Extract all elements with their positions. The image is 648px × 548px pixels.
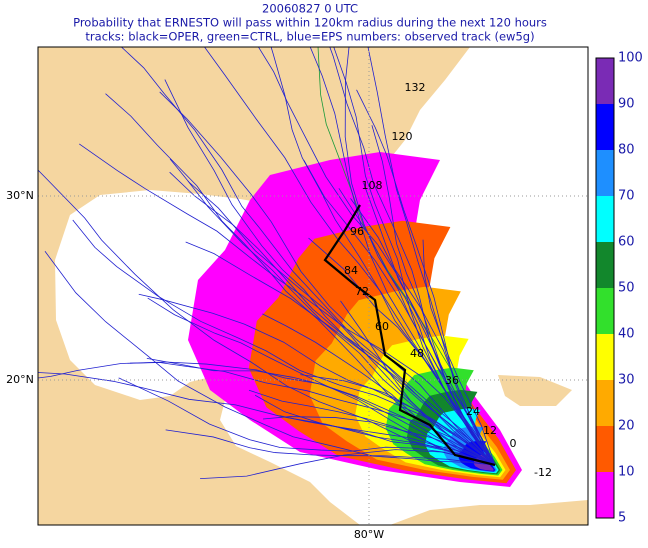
colorbar: 100 90 80 70 60 50 40 30 20 10 5 bbox=[595, 51, 643, 526]
eps-tracks bbox=[38, 47, 496, 480]
map bbox=[38, 47, 588, 525]
eps-track bbox=[38, 372, 496, 466]
colorbar-label: 70 bbox=[618, 189, 635, 204]
eps-track bbox=[38, 169, 496, 466]
track-number: 48 bbox=[410, 347, 424, 360]
track-number: 132 bbox=[405, 81, 426, 94]
colorbar-band bbox=[596, 150, 614, 196]
eps-track bbox=[257, 47, 496, 466]
eps-track bbox=[262, 416, 496, 466]
eps-track bbox=[105, 93, 496, 466]
eps-track bbox=[120, 47, 496, 466]
eps-track bbox=[165, 429, 496, 466]
oper-track bbox=[323, 204, 496, 467]
track-number: 120 bbox=[392, 130, 413, 143]
eps-track bbox=[422, 239, 496, 466]
colorbar-label: 10 bbox=[618, 465, 635, 480]
track-number: 60 bbox=[375, 320, 389, 333]
colorbar-label: 80 bbox=[618, 143, 635, 158]
colorbar-band bbox=[596, 196, 614, 242]
colorbar-band bbox=[596, 58, 614, 104]
colorbar-band bbox=[596, 104, 614, 150]
date: 20060827 0 UTC bbox=[262, 2, 358, 16]
track-number: 24 bbox=[466, 405, 480, 418]
colorbar-label: 5 bbox=[618, 511, 626, 526]
eps-track bbox=[118, 377, 496, 466]
eps-track bbox=[350, 198, 496, 466]
eps-track bbox=[164, 79, 496, 466]
track-number: 36 bbox=[445, 374, 459, 387]
eps-track bbox=[38, 362, 496, 466]
colorbar-band bbox=[596, 472, 614, 518]
colorbar-band bbox=[596, 380, 614, 426]
track-number: 108 bbox=[362, 179, 383, 192]
eps-track bbox=[329, 47, 496, 466]
hispaniola bbox=[498, 375, 572, 406]
colorbar-label: 60 bbox=[618, 235, 635, 250]
eps-track bbox=[44, 251, 496, 466]
colorbar-label: 20 bbox=[618, 419, 635, 434]
lat-label: 30°N bbox=[6, 189, 34, 202]
colorbar-band bbox=[596, 288, 614, 334]
track-number: -12 bbox=[534, 466, 552, 479]
eps-track bbox=[79, 143, 496, 466]
eps-track bbox=[169, 171, 496, 466]
eps-track bbox=[363, 182, 496, 466]
eps-track bbox=[169, 158, 496, 466]
colorbar-label: 90 bbox=[618, 97, 635, 112]
colorbar-band bbox=[596, 334, 614, 380]
track-number: 96 bbox=[350, 225, 364, 238]
eps-track bbox=[204, 47, 496, 466]
eps-track bbox=[333, 47, 496, 466]
map-frame bbox=[37, 46, 589, 526]
title: Probability that ERNESTO will pass withi… bbox=[73, 16, 547, 30]
colorbar-label: 50 bbox=[618, 281, 635, 296]
eps-track bbox=[279, 415, 496, 466]
colorbar-band bbox=[596, 242, 614, 288]
colorbar-label: 40 bbox=[618, 327, 635, 342]
track-number: 84 bbox=[344, 264, 358, 277]
eps-track bbox=[344, 47, 496, 466]
colorbar-label: 100 bbox=[618, 51, 643, 66]
lat-label: 20°N bbox=[6, 373, 34, 386]
lon-label: 80°W bbox=[354, 528, 384, 541]
eps-track bbox=[303, 160, 496, 466]
south-america bbox=[390, 500, 588, 525]
colorbar-band bbox=[596, 426, 614, 472]
eps-track bbox=[262, 313, 496, 466]
track-number: 12 bbox=[483, 424, 497, 437]
eps-track bbox=[138, 293, 496, 466]
eps-track bbox=[356, 89, 496, 466]
colorbar-label: 30 bbox=[618, 373, 635, 388]
eps-track bbox=[72, 219, 496, 466]
legend-note: tracks: black=OPER, green=CTRL, blue=EPS… bbox=[85, 30, 534, 44]
track-number: 0 bbox=[510, 437, 517, 450]
track-number: 72 bbox=[355, 285, 369, 298]
colorbar-frame bbox=[595, 57, 615, 519]
eps-track bbox=[159, 91, 496, 466]
